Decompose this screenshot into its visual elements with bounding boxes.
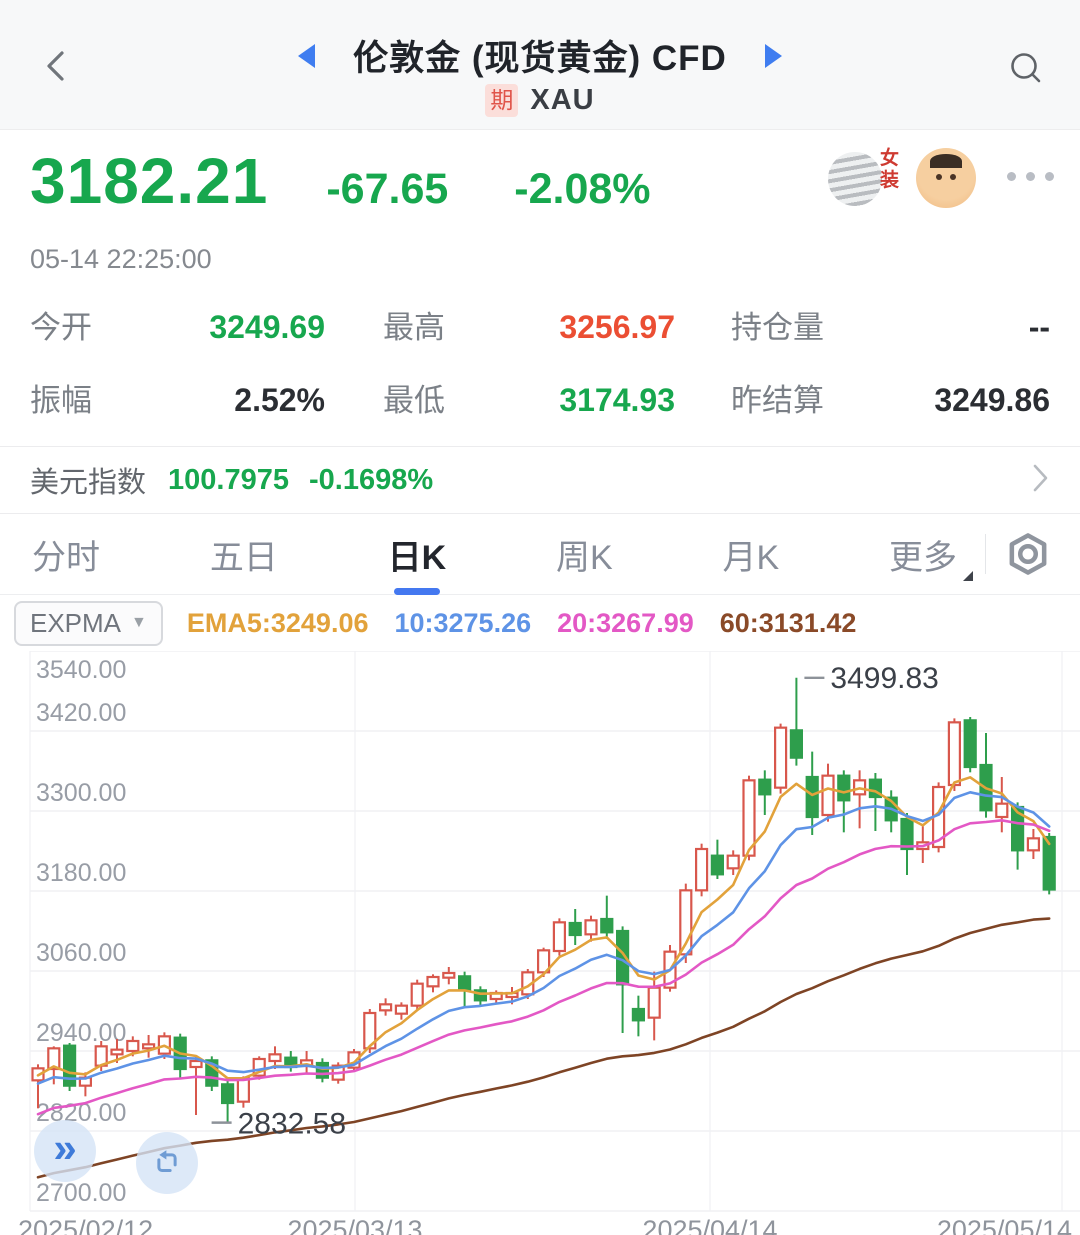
tab-更多[interactable]: 更多 — [887, 516, 973, 593]
ema-legend: EMA5:3249.06 10:3275.26 20:3267.99 60:3131.… — [187, 608, 856, 639]
ema-legend-item: EMA5:3249.06 — [186, 607, 369, 638]
stat-value: 3256.97 — [559, 309, 675, 345]
tab-月K[interactable]: 月K — [722, 538, 780, 577]
more-menu-icon[interactable] — [1007, 172, 1054, 181]
quote-timestamp: 05-14 22:25:00 — [30, 244, 212, 274]
indicator-bar: EXPMA ▼ EMA5:3249.06 10:3275.26 20:3267.99… — [0, 595, 1080, 651]
chevron-down-icon: ▼ — [131, 614, 147, 631]
svg-text:3420.00: 3420.00 — [36, 699, 126, 727]
last-price: 3182.21 — [30, 145, 269, 217]
stat-label: 昨结算 — [731, 383, 824, 418]
usd-index-row[interactable]: 美元指数 100.7975 -0.1698% — [0, 446, 1080, 514]
title-row: 伦敦金 (现货黄金) CFD — [0, 30, 1080, 81]
avatar-text: 女装 — [880, 148, 900, 191]
stat-label: 今开 — [30, 310, 92, 345]
avatar[interactable]: 女装 — [828, 148, 988, 212]
price-change-percent: -2.08% — [514, 165, 651, 213]
tab-日K[interactable]: 日K — [386, 516, 449, 593]
header: 伦敦金 (现货黄金) CFD 期 XAU — [0, 0, 1080, 130]
tab-五日[interactable]: 五日 — [209, 538, 278, 577]
expand-glyph: » — [53, 1124, 77, 1171]
ema-legend-item: 10:3275.26 — [394, 607, 532, 638]
symbol-row: 期 XAU — [0, 84, 1080, 117]
indicator-selector[interactable]: EXPMA ▼ — [14, 600, 163, 646]
next-instrument-icon[interactable] — [764, 43, 782, 68]
svg-text:3300.00: 3300.00 — [36, 779, 126, 807]
price-change: -67.65 — [326, 165, 449, 213]
stat-value: 3249.86 — [934, 382, 1050, 418]
expand-panel-button[interactable]: » — [34, 1120, 96, 1182]
tabs-items: 分时 五日 日K 周K 月K 更多 — [30, 516, 973, 593]
stat-value: 2.52% — [234, 382, 325, 418]
more-caret-icon — [963, 570, 973, 581]
svg-text:2832.58: 2832.58 — [238, 1108, 346, 1141]
chart-area: 3540.00 3420.00 3300.00 3180.00 3060.00 2940.… — [0, 651, 1080, 1235]
stat-label: 最低 — [383, 383, 445, 418]
stat-label: 振幅 — [30, 383, 92, 418]
rotate-landscape-button[interactable] — [136, 1132, 198, 1194]
futures-badge: 期 — [485, 84, 519, 117]
usd-index-label: 美元指数 — [30, 467, 147, 499]
ema-legend-item: 20:3267.99 — [557, 607, 694, 638]
tabs-divider — [985, 534, 986, 574]
svg-text:3499.83: 3499.83 — [830, 662, 938, 695]
quote-block: 3182.21 -67.65 -2.08% 05-14 22:25:00 今开 3… — [0, 130, 1080, 420]
svg-text:2940.00: 2940.00 — [36, 1019, 126, 1047]
stats-grid: 今开 3249.69 最高 3256.97 持仓量 -- 振幅 2.52% 最低 3174.93 昨… — [30, 302, 1050, 420]
svg-text:3180.00: 3180.00 — [36, 859, 126, 887]
svg-text:2025/03/13: 2025/03/13 — [287, 1215, 422, 1235]
price-row: 3182.21 -67.65 -2.08% — [30, 144, 1050, 236]
avatar-image — [916, 148, 976, 208]
svg-text:2700.00: 2700.00 — [36, 1179, 126, 1207]
stat-label: 持仓量 — [731, 310, 824, 345]
ema-legend-item: 60:3131.42 — [719, 607, 857, 638]
period-tabs: 分时 五日 日K 周K 月K 更多 — [0, 514, 1080, 595]
svg-text:2025/05/14: 2025/05/14 — [937, 1215, 1072, 1235]
tab-周K[interactable]: 周K — [556, 538, 613, 577]
svg-text:3540.00: 3540.00 — [36, 656, 126, 684]
search-icon[interactable] — [1006, 48, 1046, 88]
indicator-selector-label: EXPMA — [30, 607, 122, 638]
svg-text:3060.00: 3060.00 — [36, 939, 126, 967]
tab-分时[interactable]: 分时 — [32, 538, 100, 577]
back-icon[interactable] — [38, 46, 78, 86]
stat-value: 3249.69 — [209, 309, 325, 345]
chevron-right-icon — [1032, 463, 1050, 498]
page-title: 伦敦金 (现货黄金) CFD — [353, 39, 727, 78]
svg-text:2025/04/14: 2025/04/14 — [642, 1215, 777, 1235]
svg-text:2025/02/12: 2025/02/12 — [18, 1215, 153, 1235]
prev-instrument-icon[interactable] — [298, 43, 316, 68]
avatar-art — [828, 152, 882, 206]
stat-value: 3174.93 — [559, 382, 675, 418]
usd-index-value: 100.7975 — [168, 463, 289, 496]
candlestick-chart[interactable]: 3540.00 3420.00 3300.00 3180.00 3060.00 2940.… — [0, 651, 1080, 1235]
stat-value: -- — [1028, 309, 1050, 345]
usd-index-change: -0.1698% — [308, 463, 434, 496]
symbol-code: XAU — [530, 84, 595, 116]
stat-label: 最高 — [383, 310, 445, 345]
chart-settings-icon[interactable] — [1006, 532, 1050, 576]
